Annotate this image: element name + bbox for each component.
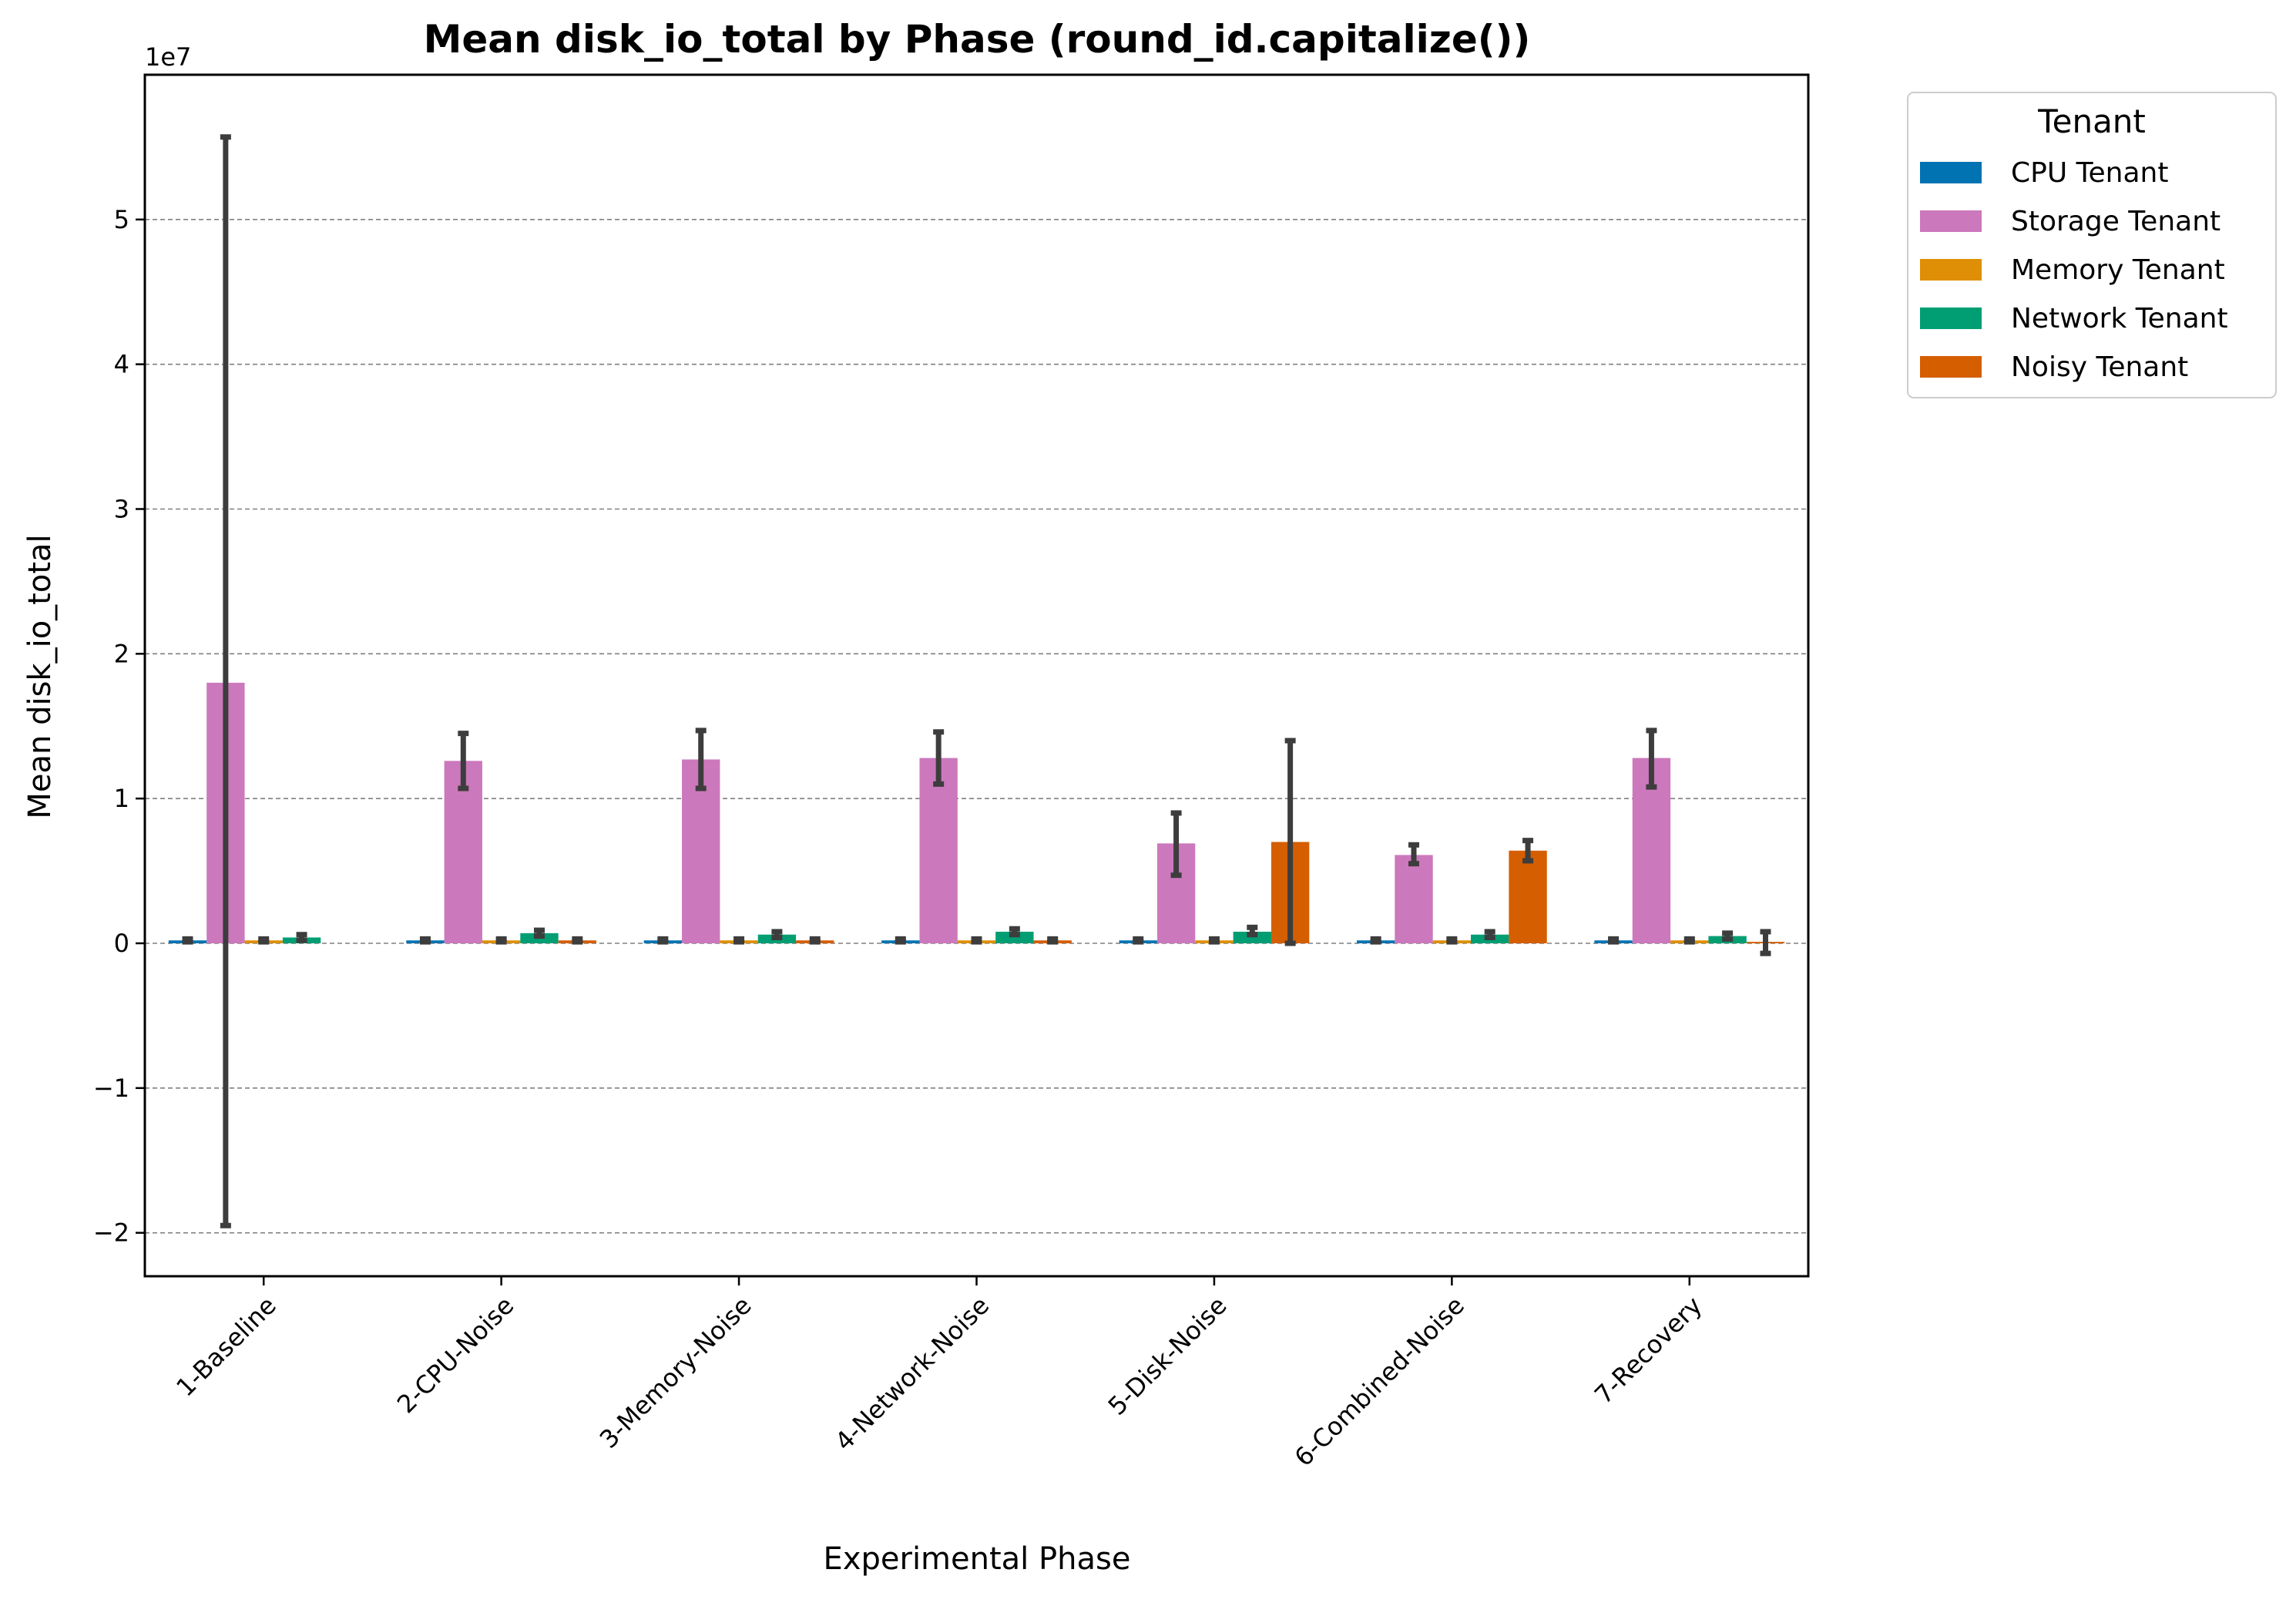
legend-entries: CPU Tenant Storage Tenant Memory Tenant Net… [1920, 157, 2228, 383]
legend-swatch [1920, 259, 1982, 281]
y-tick-label: −1 [93, 1074, 129, 1103]
legend-title: Tenant [2037, 102, 2146, 140]
legend-label: Memory Tenant [2011, 254, 2225, 286]
y-tick-label: 1 [114, 784, 129, 813]
legend-swatch [1920, 162, 1982, 183]
bar [1395, 855, 1433, 943]
legend-swatch [1920, 356, 1982, 378]
x-axis-label: Experimental Phase [824, 1541, 1131, 1577]
y-tick-label: 4 [114, 350, 129, 379]
y-tick-label: 5 [114, 205, 129, 234]
legend-swatch [1920, 210, 1982, 232]
legend-label: CPU Tenant [2011, 157, 2168, 189]
y-tick-label: 2 [114, 639, 129, 668]
bar [995, 931, 1034, 943]
legend-label: Noisy Tenant [2011, 351, 2188, 383]
legend-label: Storage Tenant [2011, 206, 2220, 237]
y-axis-label: Mean disk_io_total [22, 534, 58, 818]
y-tick-label: 0 [114, 929, 129, 958]
y-tick-label: 3 [114, 494, 129, 523]
legend-swatch [1920, 307, 1982, 329]
chart-title: Mean disk_io_total by Phase (round_id.ca… [424, 17, 1531, 62]
bar [1509, 850, 1547, 943]
error-bars [182, 134, 1771, 1228]
y-axis-ticks: −2 −1 0 1 2 3 4 5 [93, 205, 145, 1248]
bar [919, 758, 958, 943]
legend: Tenant CPU Tenant Storage Tenant Memory Te… [1907, 92, 2277, 398]
bar [1233, 931, 1271, 943]
bar [444, 761, 482, 943]
y-tick-label: −2 [93, 1218, 129, 1248]
legend-label: Network Tenant [2011, 303, 2228, 334]
legend-box [1907, 92, 2277, 398]
y-axis-offset-label: 1e7 [145, 42, 191, 72]
